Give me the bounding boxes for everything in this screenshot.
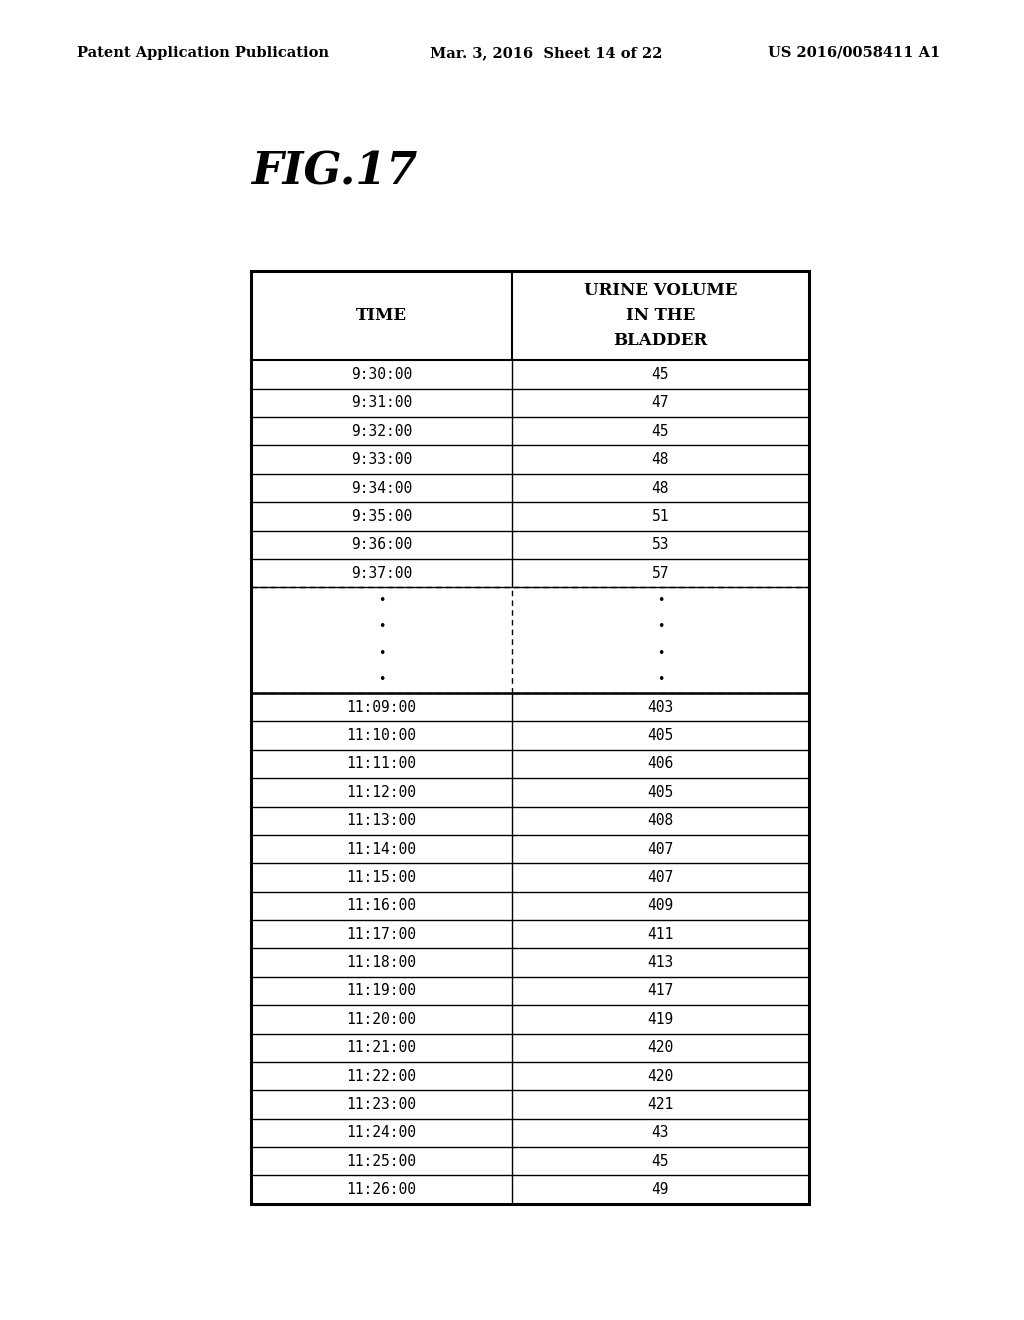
- Text: 417: 417: [647, 983, 674, 998]
- Bar: [251, 1090, 809, 1118]
- Text: 11:12:00: 11:12:00: [346, 785, 417, 800]
- Bar: [251, 1061, 809, 1090]
- Bar: [251, 1147, 809, 1175]
- Text: •: •: [656, 594, 665, 607]
- Text: 9:33:00: 9:33:00: [351, 453, 412, 467]
- Bar: [251, 271, 809, 360]
- Bar: [251, 863, 809, 891]
- Bar: [251, 891, 809, 920]
- Text: 45: 45: [651, 424, 670, 438]
- Text: 408: 408: [647, 813, 674, 828]
- Text: •: •: [378, 620, 385, 634]
- Bar: [251, 693, 809, 721]
- Text: 403: 403: [647, 700, 674, 714]
- Text: FIG.17: FIG.17: [251, 150, 417, 193]
- Text: 57: 57: [651, 566, 670, 581]
- Text: 11:19:00: 11:19:00: [346, 983, 417, 998]
- Text: 11:18:00: 11:18:00: [346, 956, 417, 970]
- Text: 11:13:00: 11:13:00: [346, 813, 417, 828]
- Bar: [251, 807, 809, 834]
- Text: 47: 47: [651, 396, 670, 411]
- Bar: [251, 502, 809, 531]
- Text: •: •: [378, 673, 385, 686]
- Text: 9:36:00: 9:36:00: [351, 537, 412, 552]
- Text: 411: 411: [647, 927, 674, 941]
- Text: 11:22:00: 11:22:00: [346, 1069, 417, 1084]
- Text: 421: 421: [647, 1097, 674, 1111]
- Bar: [251, 360, 809, 388]
- Text: IN THE: IN THE: [626, 308, 695, 323]
- Text: 420: 420: [647, 1069, 674, 1084]
- Text: 11:10:00: 11:10:00: [346, 729, 417, 743]
- Bar: [251, 777, 809, 807]
- Text: 45: 45: [651, 1154, 670, 1168]
- Bar: [251, 920, 809, 948]
- Bar: [251, 587, 809, 693]
- Bar: [251, 388, 809, 417]
- Text: BLADDER: BLADDER: [613, 333, 708, 348]
- Text: 51: 51: [651, 510, 670, 524]
- Text: 49: 49: [651, 1183, 670, 1197]
- Text: 45: 45: [651, 367, 670, 381]
- Text: 11:14:00: 11:14:00: [346, 842, 417, 857]
- Text: 11:21:00: 11:21:00: [346, 1040, 417, 1055]
- Text: 9:31:00: 9:31:00: [351, 396, 412, 411]
- Text: •: •: [656, 647, 665, 660]
- Bar: [251, 977, 809, 1006]
- Text: 9:37:00: 9:37:00: [351, 566, 412, 581]
- Text: 407: 407: [647, 870, 674, 884]
- Text: •: •: [656, 620, 665, 634]
- Text: Patent Application Publication: Patent Application Publication: [77, 46, 329, 59]
- Text: •: •: [378, 647, 385, 660]
- Text: 11:17:00: 11:17:00: [346, 927, 417, 941]
- Text: 11:11:00: 11:11:00: [346, 756, 417, 771]
- Bar: [251, 1034, 809, 1061]
- Text: 11:23:00: 11:23:00: [346, 1097, 417, 1111]
- Bar: [251, 834, 809, 863]
- Text: 11:20:00: 11:20:00: [346, 1012, 417, 1027]
- Text: Mar. 3, 2016  Sheet 14 of 22: Mar. 3, 2016 Sheet 14 of 22: [430, 46, 663, 59]
- Text: 420: 420: [647, 1040, 674, 1055]
- Bar: [251, 531, 809, 558]
- Bar: [251, 445, 809, 474]
- Text: 53: 53: [651, 537, 670, 552]
- Text: 9:34:00: 9:34:00: [351, 480, 412, 495]
- Text: URINE VOLUME: URINE VOLUME: [584, 282, 737, 298]
- Text: US 2016/0058411 A1: US 2016/0058411 A1: [768, 46, 940, 59]
- Bar: [251, 1006, 809, 1034]
- Text: 11:25:00: 11:25:00: [346, 1154, 417, 1168]
- Bar: [251, 558, 809, 587]
- Text: 9:35:00: 9:35:00: [351, 510, 412, 524]
- Bar: [251, 1118, 809, 1147]
- Text: 409: 409: [647, 899, 674, 913]
- Text: 419: 419: [647, 1012, 674, 1027]
- Text: 413: 413: [647, 956, 674, 970]
- Text: 405: 405: [647, 785, 674, 800]
- Text: 11:09:00: 11:09:00: [346, 700, 417, 714]
- Text: 43: 43: [651, 1126, 670, 1140]
- Text: TIME: TIME: [356, 308, 407, 323]
- Text: 11:26:00: 11:26:00: [346, 1183, 417, 1197]
- Bar: [251, 474, 809, 502]
- Bar: [251, 417, 809, 445]
- Bar: [251, 750, 809, 777]
- Text: •: •: [656, 673, 665, 686]
- Text: 11:16:00: 11:16:00: [346, 899, 417, 913]
- Bar: [251, 1175, 809, 1204]
- Text: 11:24:00: 11:24:00: [346, 1126, 417, 1140]
- Text: 11:15:00: 11:15:00: [346, 870, 417, 884]
- Text: •: •: [378, 594, 385, 607]
- Bar: [251, 271, 809, 1204]
- Text: 9:32:00: 9:32:00: [351, 424, 412, 438]
- Text: 9:30:00: 9:30:00: [351, 367, 412, 381]
- Text: 407: 407: [647, 842, 674, 857]
- Text: 405: 405: [647, 729, 674, 743]
- Text: 406: 406: [647, 756, 674, 771]
- Text: 48: 48: [651, 453, 670, 467]
- Bar: [251, 721, 809, 750]
- Bar: [251, 948, 809, 977]
- Text: 48: 48: [651, 480, 670, 495]
